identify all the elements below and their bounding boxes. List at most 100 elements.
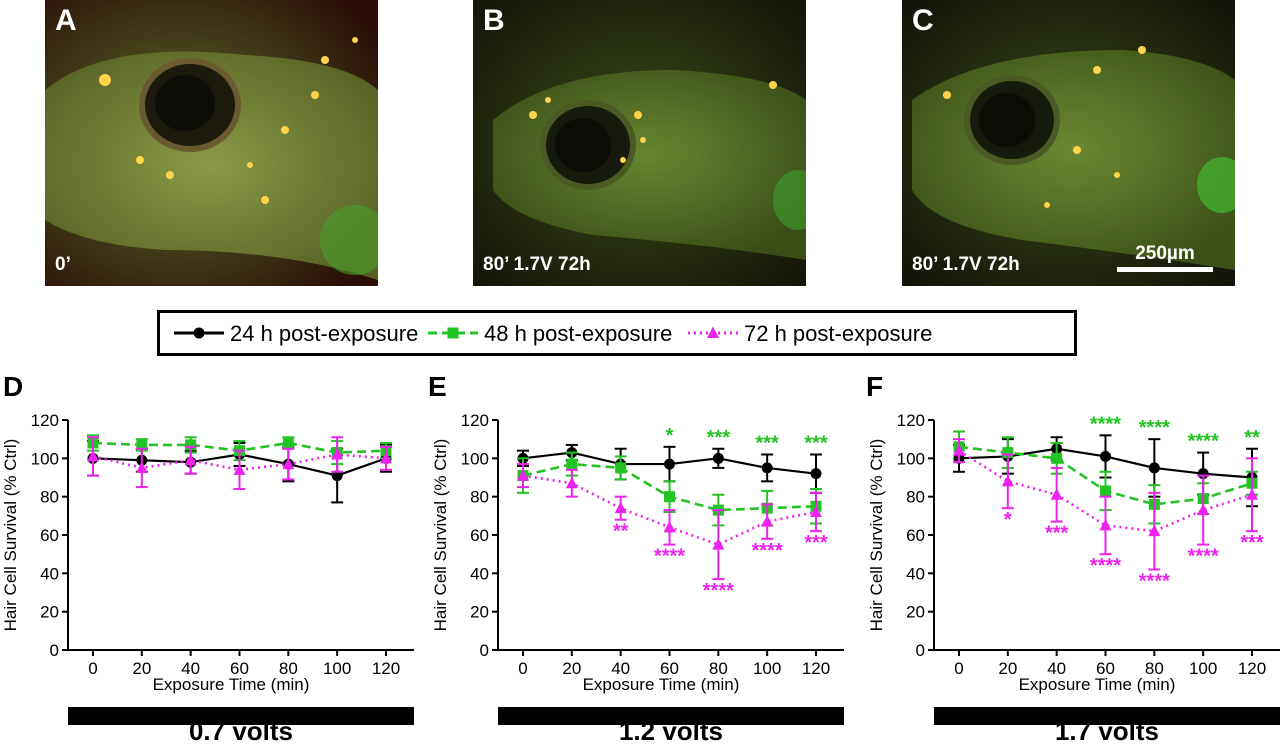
significance-marker: **** (1188, 431, 1219, 453)
data-point (1050, 488, 1063, 500)
voltage-bar-f (934, 707, 1280, 725)
significance-marker: **** (654, 546, 685, 568)
x-tick-label: 100 (323, 659, 351, 678)
y-tick-label: 100 (461, 449, 489, 468)
series-3 (517, 463, 822, 581)
series-3 (87, 436, 392, 490)
x-tick-label: 0 (88, 659, 97, 678)
panel-letter-e: E (428, 371, 447, 402)
significance-marker: **** (1090, 413, 1121, 435)
x-axis-title: Exposure Time (min) (153, 675, 310, 694)
y-tick-label: 40 (40, 564, 59, 583)
y-tick-label: 80 (906, 488, 925, 507)
data-point (1100, 450, 1111, 462)
y-tick-label: 100 (31, 449, 59, 468)
data-point (1099, 518, 1112, 531)
y-tick-label: 0 (916, 641, 925, 660)
photo-caption-a: 0’ (55, 254, 71, 275)
significance-marker: *** (707, 427, 731, 449)
x-tick-label: 20 (562, 659, 581, 678)
series-3 (953, 438, 1258, 571)
data-point (1100, 485, 1111, 497)
data-point (184, 453, 197, 466)
y-tick-label: 40 (906, 564, 925, 583)
data-point (331, 448, 344, 460)
y-tick-label: 60 (470, 526, 489, 545)
chart-legend: 24 h post-exposure 48 h post-exposure 72 h… (157, 310, 1077, 356)
data-point (1197, 503, 1210, 516)
data-point (282, 437, 294, 449)
data-point (1246, 488, 1258, 500)
significance-marker: ** (613, 521, 629, 543)
data-point (1148, 462, 1160, 474)
y-tick-label: 120 (31, 411, 59, 430)
x-tick-label: 120 (1238, 659, 1266, 678)
y-tick-label: 20 (906, 603, 925, 622)
data-point (331, 470, 343, 482)
larva-image-b (473, 0, 806, 286)
x-tick-label: 80 (279, 659, 298, 678)
data-point (233, 463, 246, 475)
chart-panel-f: F 0 20 40 60 80 100 120 0 20 40 60 80 100 120 Exposure … (866, 371, 1280, 694)
y-tick-label: 100 (897, 449, 925, 468)
data-point (761, 462, 773, 474)
data-point (761, 515, 774, 527)
significance-marker: *** (1045, 523, 1069, 545)
data-point (953, 444, 965, 456)
data-point (87, 449, 99, 462)
y-tick-label: 20 (470, 603, 489, 622)
data-point (614, 501, 627, 514)
panel-letter-c: C (912, 4, 934, 37)
voltage-bar-d (68, 707, 414, 725)
photo-panel-b: B 80’ 1.7V 72h (473, 0, 806, 286)
x-tick-label: 100 (1189, 659, 1217, 678)
data-point (517, 469, 529, 481)
significance-marker: * (1004, 509, 1012, 531)
y-tick-label: 40 (470, 564, 489, 583)
legend-item-2: 48 h post-exposure (428, 321, 672, 346)
significance-marker: **** (1188, 546, 1219, 568)
data-point (615, 462, 627, 474)
panel-letter-b: B (483, 4, 505, 37)
x-tick-label: 40 (611, 659, 630, 678)
data-point (380, 451, 392, 464)
data-point (1148, 524, 1161, 537)
data-point (135, 461, 148, 473)
data-point (663, 520, 676, 533)
y-tick-label: 20 (40, 603, 59, 622)
x-tick-label: 20 (132, 659, 151, 678)
chart-panel-e: E 0 20 40 60 80 100 120 0 20 40 60 80 100 120 Exposure … (428, 371, 844, 694)
panel-letter-d: D (3, 371, 23, 402)
y-axis-title: Hair Cell Survival (% Ctrl) (431, 439, 450, 632)
significance-marker: **** (1139, 417, 1170, 439)
voltage-label-d: 0.7 volts (188, 716, 294, 746)
y-tick-label: 0 (50, 641, 59, 660)
legend-label-1: 24 h post-exposure (230, 321, 418, 346)
x-tick-label: 60 (1096, 659, 1115, 678)
panel-letter-a: A (55, 4, 77, 37)
significance-marker: *** (1240, 532, 1264, 554)
data-point (185, 439, 197, 451)
photo-panel-c: C 80’ 1.7V 72h 250µm (902, 0, 1235, 286)
x-tick-label: 60 (230, 659, 249, 678)
y-tick-label: 0 (480, 641, 489, 660)
data-point (664, 458, 675, 470)
data-point (712, 538, 725, 550)
photo-panel-a: A 0’ (45, 0, 378, 286)
legend-item-3: 72 h post-exposure (688, 321, 932, 346)
data-point (136, 439, 148, 451)
significance-marker: *** (755, 433, 779, 455)
significance-marker: **** (1090, 555, 1121, 577)
y-tick-label: 60 (906, 526, 925, 545)
legend-marker-1 (193, 327, 205, 339)
y-tick-label: 120 (897, 411, 925, 430)
x-axis-title: Exposure Time (min) (583, 675, 740, 694)
x-tick-label: 0 (954, 659, 963, 678)
data-point (565, 476, 578, 489)
x-tick-label: 0 (518, 659, 527, 678)
legend-marker-2 (447, 327, 459, 339)
x-tick-label: 20 (998, 659, 1017, 678)
legend-item-1: 24 h post-exposure (174, 321, 418, 346)
x-tick-label: 100 (753, 659, 781, 678)
